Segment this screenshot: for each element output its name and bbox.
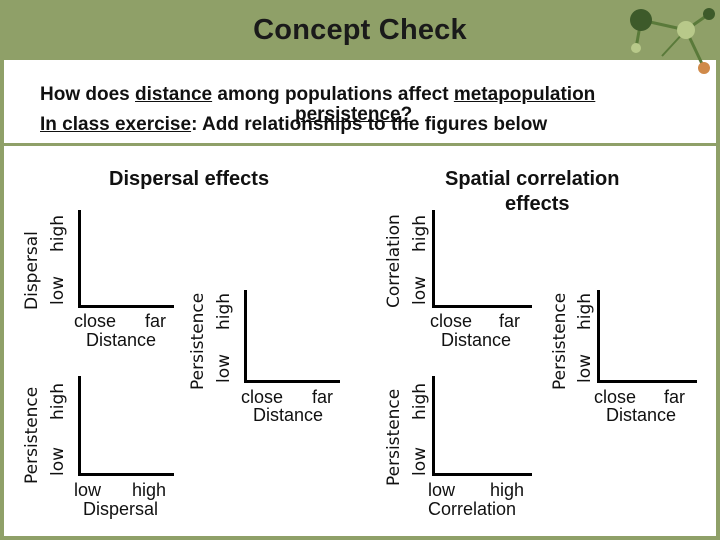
p2-x-axis: [244, 380, 340, 383]
p6-x-axis: [432, 473, 532, 476]
header-band: [0, 0, 720, 60]
p4-xlabel: Distance: [441, 330, 512, 350]
p1-xlabel: Distance: [86, 330, 157, 350]
p3-ylabel: Persistence: [22, 386, 42, 484]
divider: [4, 143, 716, 146]
frame-bottom: [0, 536, 720, 540]
p6-yhigh: high: [410, 382, 430, 420]
p2-ylabel: Persistence: [188, 292, 208, 390]
p1-yhigh: high: [48, 214, 68, 252]
p6-ylow: low: [410, 446, 430, 476]
p4-x-axis: [432, 305, 532, 308]
p4-xclose: close: [430, 311, 473, 331]
p1-ylow: low: [48, 275, 68, 305]
p6-y-axis: [432, 376, 435, 476]
p1-xclose: close: [74, 311, 117, 331]
molecule-icon: [630, 8, 715, 74]
spatial-correlation-heading-line2: effects: [505, 193, 570, 215]
exercise-line: In class exercise: Add relationships to …: [40, 114, 548, 135]
p4-ylow: low: [410, 275, 430, 305]
question-line: How does distance among populations affe…: [40, 84, 596, 105]
frame-right: [716, 60, 720, 540]
p2-y-axis: [244, 290, 247, 383]
p4-xfar: far: [499, 311, 521, 331]
p3-y-axis: [78, 376, 81, 476]
p4-y-axis: [432, 210, 435, 308]
p3-xhigh: high: [132, 480, 167, 500]
p6-ylabel: Persistence: [384, 388, 404, 486]
p5-yhigh: high: [575, 292, 595, 330]
p5-ylabel: Persistence: [550, 292, 570, 390]
slide-title: Concept Check: [253, 13, 467, 46]
p2-yhigh: high: [214, 292, 234, 330]
frame-left: [0, 60, 4, 540]
p1-y-axis: [78, 210, 81, 308]
p5-xclose: close: [594, 387, 637, 407]
spatial-correlation-heading: Spatial correlation: [445, 168, 620, 190]
p3-yhigh: high: [48, 382, 68, 420]
p3-xlow: low: [74, 480, 102, 500]
p4-ylabel: Correlation: [384, 214, 404, 308]
p5-y-axis: [597, 290, 600, 383]
p5-x-axis: [597, 380, 697, 383]
p3-xlabel: Dispersal: [83, 499, 159, 519]
p2-xclose: close: [241, 387, 284, 407]
p2-xfar: far: [312, 387, 334, 407]
p3-ylow: low: [48, 446, 68, 476]
p2-xlabel: Distance: [253, 405, 324, 425]
p2-ylow: low: [214, 353, 234, 383]
p5-ylow: low: [575, 353, 595, 383]
p6-xhigh: high: [490, 480, 525, 500]
p1-ylabel: Dispersal: [22, 231, 42, 310]
p6-xlow: low: [428, 480, 456, 500]
p5-xlabel: Distance: [606, 405, 677, 425]
p1-xfar: far: [145, 311, 167, 331]
question-persistence: persistence?: [295, 104, 413, 125]
p4-yhigh: high: [410, 214, 430, 252]
title-box: Concept Check: [0, 0, 720, 60]
p3-x-axis: [78, 473, 174, 476]
p5-xfar: far: [664, 387, 686, 407]
p6-xlabel: Correlation: [428, 499, 517, 519]
dispersal-effects-heading: Dispersal effects: [109, 168, 270, 190]
p1-x-axis: [78, 305, 174, 308]
